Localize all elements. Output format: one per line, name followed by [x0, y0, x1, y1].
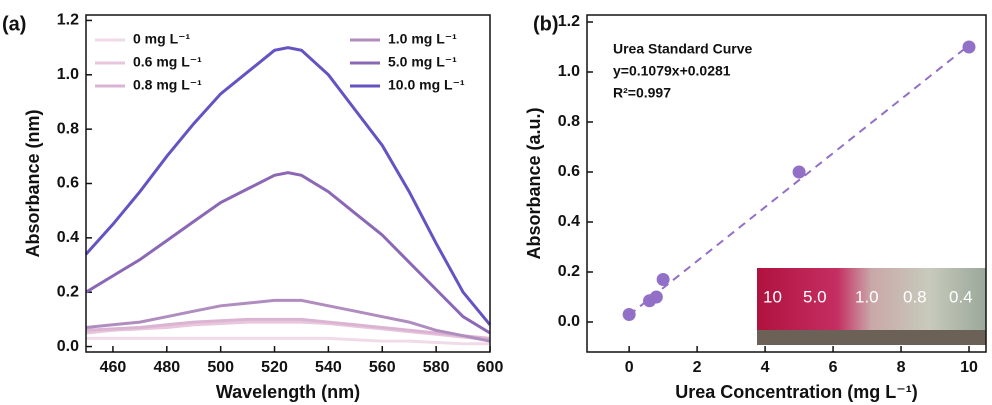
x-tick-label: 600 — [477, 359, 504, 376]
x-tick-label: 6 — [829, 359, 838, 376]
legend-label: 0.6 mg L⁻¹ — [133, 54, 202, 70]
y-tick-label: 0.4 — [57, 229, 79, 246]
inset-label: 1.0 — [855, 287, 879, 306]
x-tick-label: 460 — [100, 359, 127, 376]
y-tick-label: 1.2 — [558, 13, 580, 30]
x-axis-title: Urea Concentration (mg L⁻¹) — [675, 382, 918, 402]
inset-label: 0.8 — [903, 287, 927, 306]
x-tick-label: 560 — [369, 359, 396, 376]
y-tick-label: 0.0 — [57, 338, 79, 355]
inset-base — [757, 330, 986, 345]
plot-frame — [586, 14, 987, 353]
annotation: y=0.1079x+0.0281 — [613, 63, 731, 79]
y-tick-label: 0.2 — [57, 283, 79, 300]
spectrum-line — [86, 336, 490, 346]
fit-line — [628, 44, 970, 316]
spectrum-line — [85, 298, 491, 343]
x-tick-label: 2 — [693, 359, 702, 376]
inset-label: 10 — [763, 287, 782, 306]
inset-label: 0.4 — [949, 287, 973, 306]
panel-label: (a) — [2, 13, 26, 35]
x-tick-label: 540 — [315, 359, 342, 376]
y-tick-label: 1.0 — [57, 66, 79, 83]
y-axis-title: Absorbance (nm) — [23, 109, 43, 257]
y-tick-label: 0.2 — [558, 263, 580, 280]
spectrum-line — [84, 46, 492, 326]
legend-label: 0.8 mg L⁻¹ — [133, 77, 202, 93]
y-tick-label: 0.4 — [558, 213, 580, 230]
y-tick-label: 0.6 — [558, 163, 580, 180]
x-tick-label: 520 — [261, 359, 288, 376]
legend-label: 1.0 mg L⁻¹ — [388, 31, 457, 47]
x-tick-label: 480 — [153, 359, 180, 376]
data-point — [792, 165, 806, 179]
y-tick-label: 0.0 — [558, 313, 580, 330]
x-tick-label: 580 — [423, 359, 450, 376]
y-tick-label: 0.8 — [57, 120, 79, 137]
y-tick-label: 1.2 — [57, 12, 79, 29]
data-point — [622, 308, 636, 321]
data-point — [656, 273, 670, 286]
data-point — [649, 290, 663, 304]
legend-label: 5.0 mg L⁻¹ — [388, 54, 457, 70]
y-axis-title: Absorbance (a.u.) — [524, 107, 544, 259]
data-point — [962, 40, 976, 54]
y-tick-label: 0.6 — [57, 175, 79, 192]
x-tick-label: 10 — [960, 359, 978, 376]
y-tick-label: 1.0 — [558, 63, 580, 80]
annotation: R²=0.997 — [613, 85, 671, 101]
x-tick-label: 4 — [761, 359, 770, 376]
spectrum-line — [85, 171, 491, 335]
plot-frame — [85, 14, 491, 353]
spectrum-line — [85, 317, 491, 340]
x-tick-label: 500 — [207, 359, 234, 376]
inset-label: 5.0 — [803, 287, 827, 306]
x-axis-title: Wavelength (nm) — [216, 382, 360, 402]
x-tick-label: 0 — [625, 359, 634, 376]
x-tick-label: 8 — [897, 359, 906, 376]
y-tick-label: 0.8 — [558, 113, 580, 130]
panel-label: (b) — [533, 13, 559, 35]
legend-label: 0 mg L⁻¹ — [133, 31, 191, 47]
legend-label: 10.0 mg L⁻¹ — [388, 77, 465, 93]
annotation: Urea Standard Curve — [613, 41, 752, 57]
